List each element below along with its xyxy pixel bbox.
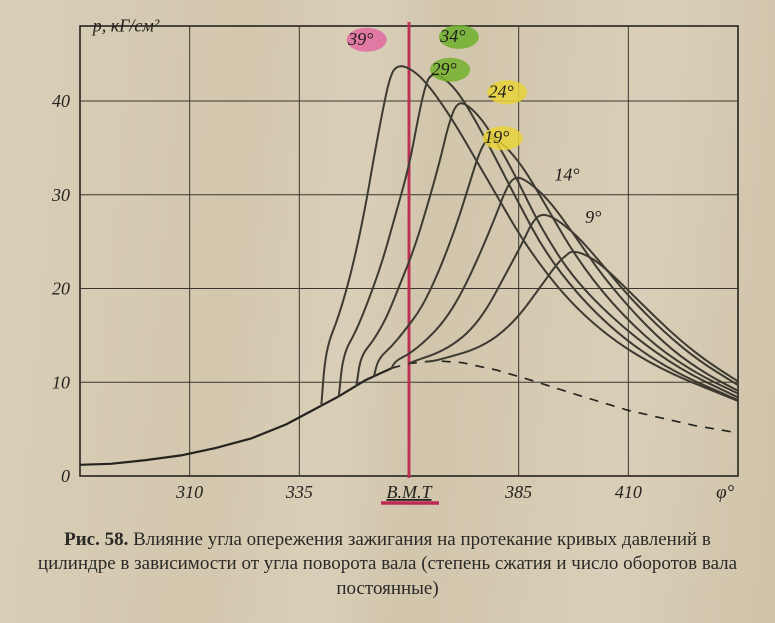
xtick-0: 310 <box>175 482 203 502</box>
x-axis-title: φ° <box>716 482 735 503</box>
ytick-4: 40 <box>52 91 70 111</box>
ytick-2: 20 <box>52 279 70 299</box>
series-label-29°: 29° <box>431 59 456 79</box>
series-34° <box>339 75 738 400</box>
ytick-1: 10 <box>52 372 70 392</box>
figure-page: { "figure": { "width_px": 775, "height_p… <box>0 0 775 623</box>
series-label-9°: 9° <box>585 207 601 227</box>
series-29° <box>356 103 738 397</box>
caption-text: Влияние угла опережения зажигания на про… <box>38 529 737 599</box>
xtick-3: 385 <box>504 482 532 502</box>
figure-caption: Рис. 58. Влияние угла опережения зажиган… <box>30 528 745 601</box>
series-label-39°: 39° <box>347 29 373 49</box>
xtick-1: 335 <box>285 482 313 502</box>
ytick-0: 0 <box>61 466 70 486</box>
y-axis-title: р, кГ/см² <box>91 16 160 36</box>
caption-prefix: Рис. 58. <box>64 529 128 550</box>
series-label-34°: 34° <box>439 26 465 46</box>
series-label-14°: 14° <box>554 165 579 185</box>
series-label-24°: 24° <box>489 81 514 101</box>
series-label-19°: 19° <box>484 127 509 147</box>
xtick-2: В.М.Т <box>387 482 434 502</box>
xtick-4: 410 <box>615 482 642 502</box>
series-9° <box>427 252 739 381</box>
ytick-3: 30 <box>51 185 70 205</box>
